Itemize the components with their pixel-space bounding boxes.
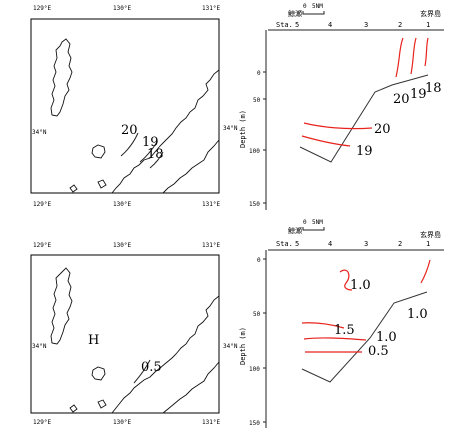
section-top-isotherm-2 <box>410 37 417 75</box>
map-top: 129°E 130°E 131°E 34°N 34°N 129°E 130°E … <box>30 5 238 208</box>
map-bottom-lon-129-top: 129°E <box>33 242 51 249</box>
section-top-ylabel: Depth (m) <box>239 110 247 148</box>
map-bottom-lon-131-top: 131°E <box>202 242 220 249</box>
section-bottom-ylabel: Depth (m) <box>239 327 247 365</box>
section-bottom-station-prefix: Sta. <box>276 240 293 248</box>
map-top-tsushima-island <box>50 38 73 117</box>
map-top-contour-18 <box>149 151 164 169</box>
map-bottom: 129°E 130°E 131°E 34°N 34°N 129°E 130°E … <box>30 242 238 426</box>
section-bottom-scale-unit: 5NM <box>312 219 323 226</box>
map-top-lon-131-bottom: 131°E <box>202 201 220 208</box>
section-bottom-station-1: 1 <box>426 240 430 248</box>
section-bottom-seabed <box>301 291 428 383</box>
section-top-label-19b: 19 <box>356 144 373 159</box>
map-bottom-iki-island <box>91 366 106 381</box>
section-bottom-ytick-50: 50 <box>253 311 261 318</box>
map-top-contour-label-20: 20 <box>121 123 138 138</box>
map-bottom-lat-left: 34°N <box>32 343 47 350</box>
section-bottom-isoline-3 <box>301 322 345 329</box>
section-bottom-ytick-150: 150 <box>249 420 260 427</box>
section-top-scale-unit: 5NM <box>312 3 323 10</box>
map-top-kyushu-coast <box>111 69 220 194</box>
section-bottom-label-05: 0.5 <box>368 344 389 359</box>
section-bottom-label-10b: 1.0 <box>407 307 428 322</box>
section-top-seabed <box>299 74 429 163</box>
map-top-contour-20 <box>120 132 139 157</box>
map-top-lon-130-top: 130°E <box>113 5 131 12</box>
section-bottom-scale-bar <box>302 227 325 231</box>
section-bottom-isoline-1 <box>339 269 353 291</box>
section-top: 0 5NM 鯨瀬 玄界島 Sta. 5 4 3 2 1 0 50 100 150… <box>239 3 444 210</box>
map-top-south-islets <box>69 179 107 193</box>
section-top-station-5: 5 <box>295 21 299 29</box>
map-top-frame <box>30 18 220 194</box>
map-bottom-kyushu-coast-2 <box>162 361 220 414</box>
section-top-label-20b: 20 <box>374 122 391 137</box>
map-bottom-lon-129-bottom: 129°E <box>33 419 51 426</box>
map-top-lat-left: 34°N <box>32 129 47 136</box>
section-top-scale-bar <box>302 11 325 15</box>
section-bottom-label-10c: 1.0 <box>376 330 397 345</box>
section-top-isotherm-1 <box>395 37 404 78</box>
map-top-lon-130-bottom: 130°E <box>113 201 131 208</box>
section-bottom-station-2: 2 <box>398 240 402 248</box>
map-bottom-kyushu-coast <box>111 295 220 414</box>
map-bottom-lat-right: 34°N <box>223 343 238 350</box>
section-top-label-19: 19 <box>410 87 427 102</box>
map-top-lon-129-bottom: 129°E <box>33 201 51 208</box>
section-top-left-place: 鯨瀬 <box>288 9 302 18</box>
section-top-ytick-50: 50 <box>253 97 261 104</box>
section-top-station-3: 3 <box>364 21 368 29</box>
section-top-isotherm-4 <box>303 122 373 130</box>
section-top-station-2: 2 <box>398 21 402 29</box>
map-bottom-frame <box>30 254 220 414</box>
section-top-ytick-100: 100 <box>249 148 260 155</box>
section-bottom-station-3: 3 <box>364 240 368 248</box>
map-top-contour-19 <box>139 141 158 163</box>
map-bottom-lon-130-top: 130°E <box>113 242 131 249</box>
section-bottom-right-place: 玄界島 <box>420 230 441 239</box>
map-bottom-south-islets <box>69 399 107 413</box>
map-bottom-lon-130-bottom: 130°E <box>113 419 131 426</box>
section-top-station-prefix: Sta. <box>276 21 293 29</box>
map-top-kyushu-coast-2 <box>162 139 220 194</box>
map-top-contour-label-18: 18 <box>147 147 164 162</box>
section-bottom-left-place: 鯨瀬 <box>288 226 302 235</box>
map-top-contour-label-19: 19 <box>142 135 159 150</box>
section-bottom-label-15: 1.5 <box>334 323 355 338</box>
section-top-isotherm-3 <box>424 37 429 67</box>
section-bottom-ytick-0: 0 <box>257 257 261 264</box>
map-top-lon-131-top: 131°E <box>202 5 220 12</box>
map-top-iki-island <box>91 144 106 159</box>
section-bottom-station-4: 4 <box>328 240 332 248</box>
map-top-lon-129-top: 129°E <box>33 5 51 12</box>
section-top-station-4: 4 <box>328 21 332 29</box>
section-top-ytick-150: 150 <box>249 201 260 208</box>
map-bottom-lon-131-bottom: 131°E <box>202 419 220 426</box>
section-bottom-isoline-4 <box>303 337 367 341</box>
section-top-isotherm-5 <box>301 135 351 147</box>
section-top-ytick-0: 0 <box>257 70 261 77</box>
section-top-scale-zero: 0 <box>303 3 307 10</box>
map-top-lat-right: 34°N <box>223 125 238 132</box>
section-bottom-scale-zero: 0 <box>303 219 307 226</box>
section-top-label-20a: 20 <box>393 92 410 107</box>
section-bottom-label-10a: 1.0 <box>350 278 371 293</box>
section-bottom: 0 5NM 鯨瀬 玄界島 Sta. 5 4 3 2 1 0 50 100 150… <box>239 219 444 428</box>
section-top-label-18: 18 <box>425 81 442 96</box>
section-bottom-ytick-100: 100 <box>249 366 260 373</box>
map-bottom-high-label: H <box>88 333 99 348</box>
section-bottom-station-5: 5 <box>295 240 299 248</box>
map-bottom-contour-label-05: 0.5 <box>141 360 162 375</box>
section-bottom-isoline-2 <box>420 259 431 284</box>
map-bottom-contour-05 <box>133 359 151 384</box>
map-bottom-tsushima-island <box>50 267 73 345</box>
section-top-right-place: 玄界島 <box>420 9 441 18</box>
section-top-station-1: 1 <box>426 21 430 29</box>
